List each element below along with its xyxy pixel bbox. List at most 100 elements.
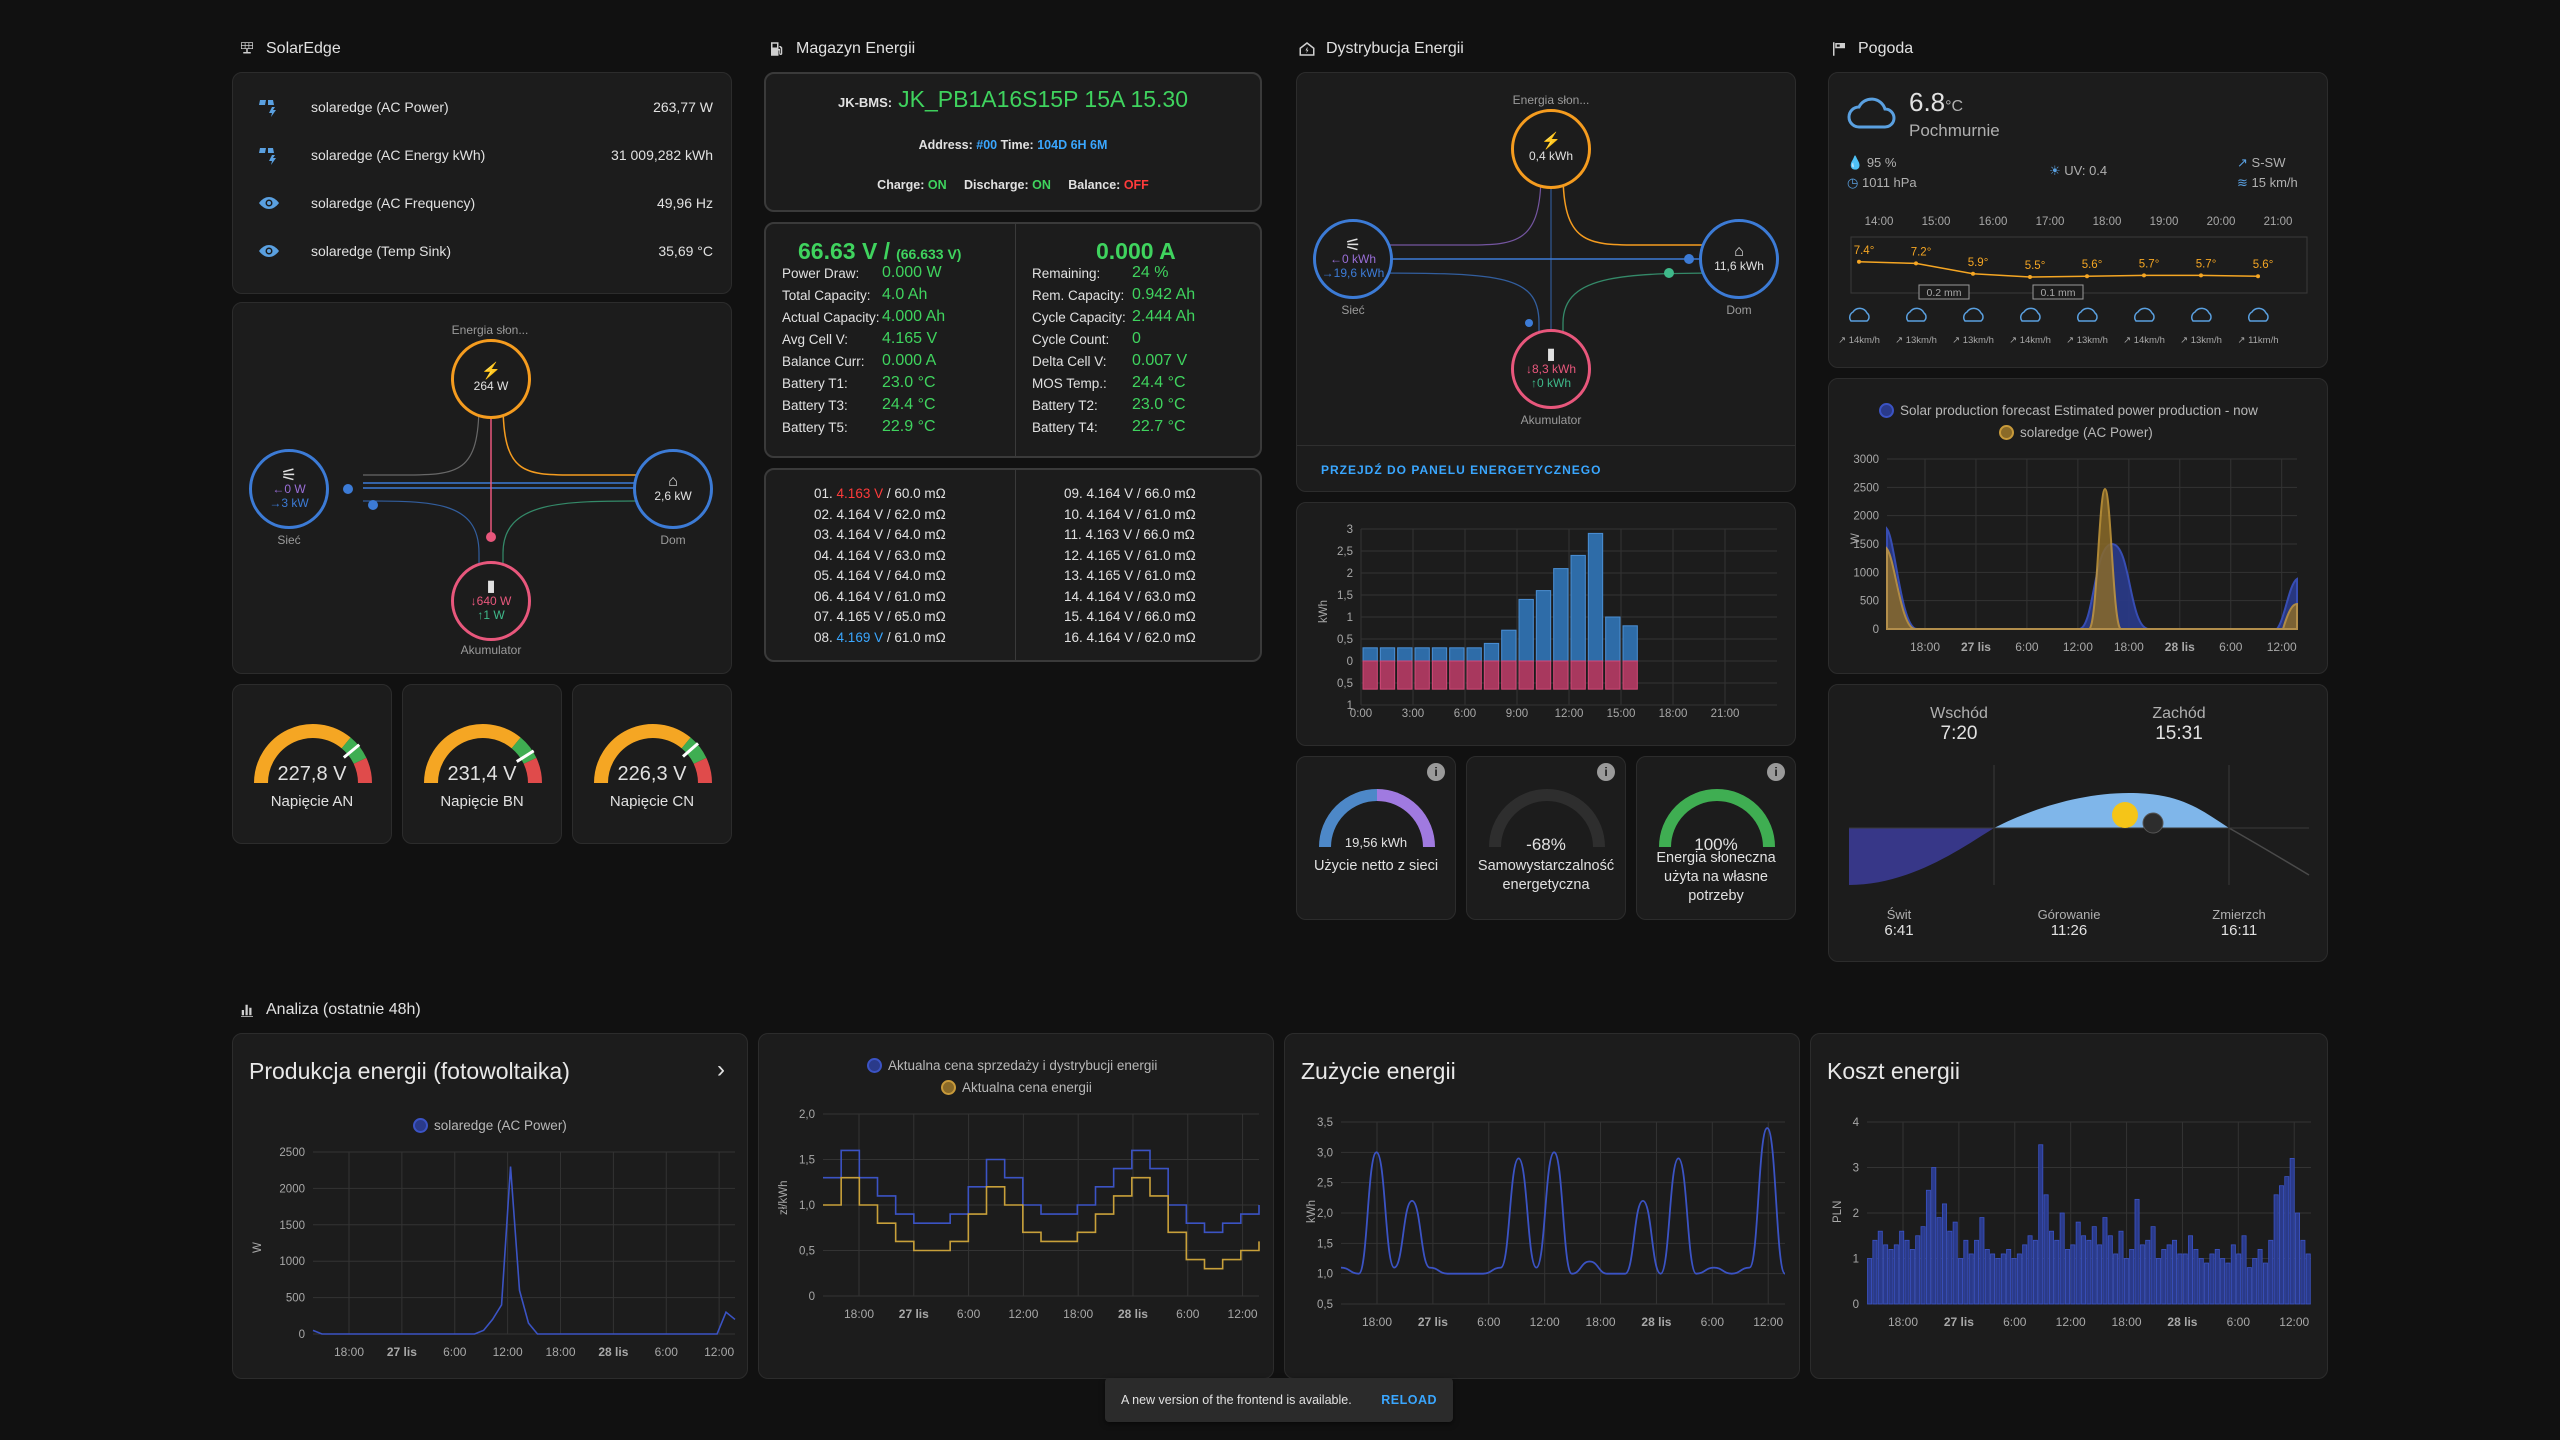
temp-label: 7.4° bbox=[1854, 245, 1875, 257]
bms-value: 4.165 V bbox=[882, 330, 938, 347]
x-tick: 27 lis bbox=[1961, 640, 1991, 654]
info-icon[interactable]: i bbox=[1767, 763, 1785, 781]
cell-voltage: 4.164 V bbox=[836, 506, 884, 522]
sun-path-graph bbox=[1849, 765, 2310, 885]
entity-row[interactable]: solaredge (AC Energy kWh) 31 009,282 kWh bbox=[253, 131, 713, 179]
dusk-time: 16:11 bbox=[2220, 922, 2258, 939]
cost-bar bbox=[1995, 1258, 2001, 1305]
stat-card[interactable]: i -68% Samowystarczalność energetyczna bbox=[1466, 756, 1626, 920]
section-title-label: Dystrybucja Energii bbox=[1326, 40, 1464, 57]
stat-gauge bbox=[1659, 789, 1775, 848]
bms-value: 23.0 °C bbox=[1132, 396, 1186, 413]
section-title-analiza: Analiza (ostatnie 48h) bbox=[238, 1001, 421, 1019]
energy-bar-positive bbox=[1501, 629, 1517, 662]
flow2-home-label: Dom bbox=[1726, 303, 1752, 317]
flow2-battery-node[interactable]: ▮ ↓8,3 kWh ↑0 kWh bbox=[1511, 329, 1591, 409]
cost-bar bbox=[2193, 1248, 2199, 1305]
precip-label: 0.1 mm bbox=[2040, 287, 2075, 299]
y-tick: 1,0 bbox=[799, 1200, 815, 1212]
energy-bar-negative bbox=[1518, 660, 1534, 690]
section-title-pogoda: Pogoda bbox=[1830, 40, 1913, 58]
dawn: Świt 6:41 bbox=[1859, 907, 1939, 939]
time-value: 104D 6H 6M bbox=[1037, 138, 1108, 152]
x-tick: 6:00 bbox=[2003, 1315, 2027, 1329]
cost-bar bbox=[1893, 1244, 1899, 1305]
y-tick: 500 bbox=[286, 1293, 305, 1305]
bms-title: JK-BMS: JK_PB1A16S15P 15A 15.30 bbox=[766, 86, 1260, 113]
voltage-gauge bbox=[424, 724, 542, 784]
flow-grid-node[interactable]: ⚟ ←0 W →3 kW bbox=[249, 449, 329, 529]
bms-value: 0.942 Ah bbox=[1132, 286, 1196, 303]
gauge-value: 227,8 V bbox=[277, 763, 347, 785]
y-tick: 3,5 bbox=[1317, 1117, 1333, 1129]
consumption-chart: 3,5 3,0 2,5 2,0 1,5 1,0 0,5 kWh 18:00 27 lis 6:00 1… bbox=[1306, 1117, 1786, 1329]
price-legend-1[interactable]: Aktualna cena sprzedaży i dystrybucji en… bbox=[867, 1058, 1157, 1073]
energy-bar-positive bbox=[1414, 647, 1430, 662]
y-axis-label: W bbox=[252, 1242, 264, 1253]
solar-noon: Górowanie 11:26 bbox=[2029, 907, 2109, 939]
cost-bar bbox=[1888, 1248, 1894, 1305]
power-flow-lines bbox=[343, 402, 644, 568]
cost-bar bbox=[2177, 1253, 2183, 1305]
energy-panel-link[interactable]: PRZEJDŹ DO PANELU ENERGETYCZNEGO bbox=[1321, 463, 1602, 477]
bms-label: Balance Curr: bbox=[782, 354, 865, 369]
flow2-home-node[interactable]: ⌂ 11,6 kWh bbox=[1699, 219, 1779, 299]
voltage-gauge-card[interactable]: 226,3 V Napięcie CN bbox=[572, 684, 732, 844]
cell-voltage: 4.164 V bbox=[836, 588, 884, 604]
flow2-grid-node[interactable]: ⚟ ←0 kWh →19,6 kWh bbox=[1313, 219, 1393, 299]
y-tick: 0 bbox=[809, 1291, 815, 1303]
wind-direction-icon: ↗ bbox=[2237, 155, 2248, 170]
temp-label: 5.9° bbox=[1968, 257, 1989, 269]
y-tick: 1000 bbox=[1853, 567, 1879, 579]
cost-bar bbox=[2279, 1185, 2284, 1305]
cost-bar bbox=[1872, 1239, 1878, 1305]
battery-icon: ▮ bbox=[1546, 346, 1556, 363]
x-tick: 6:00 bbox=[1477, 1315, 1501, 1329]
entity-row[interactable]: solaredge (Temp Sink) 35,69 °C bbox=[253, 227, 713, 275]
cell-voltage: 4.163 V bbox=[836, 486, 884, 501]
energy-bar-negative bbox=[1483, 660, 1500, 690]
cell-row: 14. 4.164 V / 63.0 mΩ bbox=[1064, 589, 1196, 604]
temp-label: 7.2° bbox=[1911, 246, 1932, 258]
series-line bbox=[1340, 1127, 1786, 1275]
energy-bar-positive bbox=[1431, 647, 1448, 662]
energy-bar-positive bbox=[1362, 647, 1378, 662]
flow-grid-label: Sieć bbox=[277, 533, 301, 547]
reload-button[interactable]: RELOAD bbox=[1381, 1393, 1437, 1407]
stat-value: 100% bbox=[1694, 835, 1738, 854]
y-tick: 1 bbox=[1347, 700, 1353, 712]
entity-row[interactable]: solaredge (AC Power) 263,77 W bbox=[253, 83, 713, 131]
x-tick: 12:00 bbox=[2056, 1315, 2086, 1329]
x-tick: 12:00 bbox=[2267, 640, 2297, 654]
bms-label: Avg Cell V: bbox=[782, 332, 849, 347]
bms-value: 22.7 °C bbox=[1132, 418, 1186, 435]
cost-bar bbox=[1990, 1253, 1996, 1305]
forecast-legend-2[interactable]: solaredge (AC Power) bbox=[1999, 425, 2153, 440]
y-tick: 4 bbox=[1853, 1117, 1860, 1129]
flow2-solar-node[interactable]: ⚡ 0,4 kWh bbox=[1511, 109, 1591, 189]
entity-row[interactable]: solaredge (AC Frequency) 49,96 Hz bbox=[253, 179, 713, 227]
info-icon[interactable]: i bbox=[1597, 763, 1615, 781]
cell-voltage: 4.164 V bbox=[1086, 609, 1134, 624]
y-tick: 3 bbox=[1853, 1163, 1859, 1175]
y-tick: 3000 bbox=[1853, 454, 1879, 466]
flow-home-node[interactable]: ⌂ 2,6 kW bbox=[633, 449, 713, 529]
stat-card[interactable]: i 19,56 kWh Użycie netto z sieci bbox=[1296, 756, 1456, 920]
voltage-gauge-card[interactable]: 231,4 V Napięcie BN bbox=[402, 684, 562, 844]
voltage-gauge-card[interactable]: 227,8 V Napięcie AN bbox=[232, 684, 392, 844]
forecast-legend-1[interactable]: Solar production forecast Estimated powe… bbox=[1879, 403, 2258, 418]
info-icon[interactable]: i bbox=[1427, 763, 1445, 781]
toast-message: A new version of the frontend is availab… bbox=[1121, 1393, 1352, 1407]
x-tick: 28 lis bbox=[2167, 1315, 2197, 1329]
flow-solar-node[interactable]: ⚡ 264 W bbox=[451, 339, 531, 419]
price-legend-2[interactable]: Aktualna cena energii bbox=[941, 1080, 1092, 1095]
cost-bar bbox=[2220, 1258, 2226, 1305]
flow-battery-node[interactable]: ▮ ↓640 W ↑1 W bbox=[451, 561, 531, 641]
y-tick: 1 bbox=[1347, 612, 1353, 624]
stat-card[interactable]: i 100% Energia słoneczna użyta na własne p… bbox=[1636, 756, 1796, 920]
chevron-right-icon[interactable]: › bbox=[717, 1056, 725, 1083]
y-tick: 1500 bbox=[1853, 539, 1879, 551]
cost-bar bbox=[1883, 1244, 1889, 1305]
production-legend[interactable]: solaredge (AC Power) bbox=[413, 1118, 567, 1133]
cell-row: 09. 4.164 V / 66.0 mΩ bbox=[1064, 486, 1196, 501]
